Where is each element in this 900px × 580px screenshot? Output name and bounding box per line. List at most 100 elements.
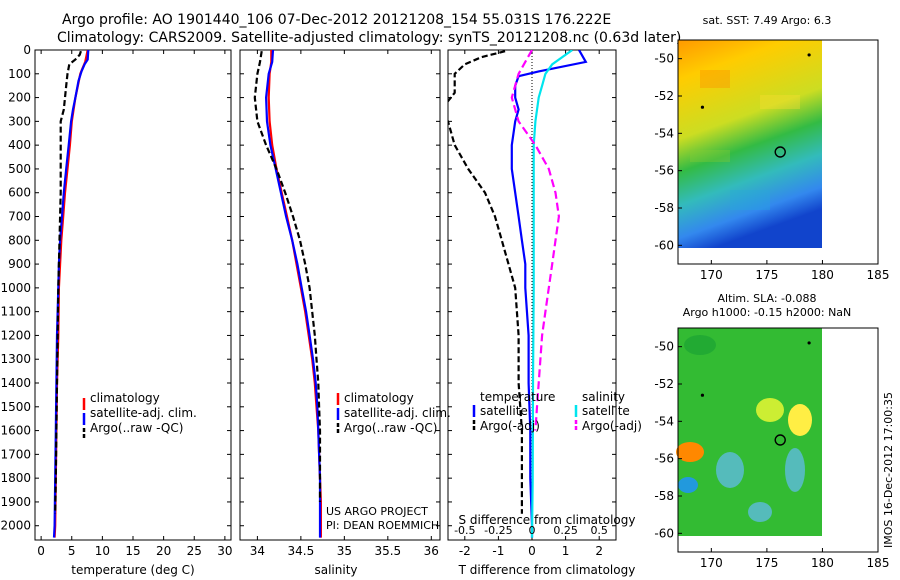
sst-map-title: sat. SST: 7.49 Argo: 6.3 [703,14,832,27]
credit-pi: PI: DEAN ROEMMICH [326,519,439,532]
y-tick-label: 1300 [0,352,31,366]
x2-tick-label: -0.5 [454,524,475,537]
y-tick-label: 1200 [0,328,31,342]
map-y-tick-label: -54 [654,126,674,140]
header-line-2: Climatology: CARS2009. Satellite-adjuste… [57,30,681,46]
y-tick-label: 900 [8,257,31,271]
temperature-xlabel: temperature (deg C) [71,563,194,577]
series-line [530,50,573,538]
x-tick-label: 5 [68,544,76,558]
sla-texture [676,335,812,522]
sla-map-panel: Altim. SLA: -0.088 Argo h1000: -0.15 h20… [654,292,889,570]
y-tick-label: 1000 [0,281,31,295]
legend-label-s-satellite: satellite [582,404,630,418]
x-tick-label: 10 [95,544,110,558]
map-x-tick-label: 175 [755,556,778,570]
sst-texture [690,70,800,210]
x-tick-label: 0 [37,544,45,558]
map-y-tick-label: -56 [654,452,674,466]
sla-map-ticks: 170 175 180 185 -50 -52 -54 -56 -58 -60 [654,340,889,570]
difference-x2label: S difference from climatology [459,513,636,527]
x-tick-label: 20 [156,544,171,558]
y-tick-label: 1800 [0,471,31,485]
header-line-1: Argo profile: AO 1901440_106 07-Dec-2012… [62,12,611,28]
x-tick-label: 34 [250,544,265,558]
series-line [54,50,82,514]
y-tick-label: 200 [8,91,31,105]
legend-title-salinity: salinity [582,390,625,404]
y-tick-label: 1400 [0,376,31,390]
salinity-lines [253,50,322,538]
y-tick-label: 500 [8,162,31,176]
salinity-axes-frame [239,49,441,541]
y-tick-label: 2000 [0,519,31,533]
map-x-tick-label: 185 [867,268,890,282]
legend-label-satellite: satellite-adj. clim. [90,406,197,420]
map-dot [700,105,705,109]
y-tick-label: 100 [8,67,31,81]
map-y-tick-label: -52 [654,89,674,103]
series-line [264,50,322,538]
legend-label-argo: Argo(..raw -QC) [344,421,437,435]
y-tick-label: 400 [8,138,31,152]
y-tick-label: 700 [8,210,31,224]
x-tick-label: 36 [424,544,439,558]
x2-tick-label: -0.25 [484,524,512,537]
legend-title-temperature: temperature [480,390,555,404]
series-line [510,50,561,431]
map-x-tick-label: 180 [811,268,834,282]
temperature-legend: climatology satellite-adj. clim. Argo(..… [82,391,197,440]
x-tick-label: 35 [337,544,352,558]
x-tick-label: 30 [217,544,232,558]
x2-tick-label: 0 [529,524,536,537]
difference-legend: temperature salinity satellite Argo(-adj… [472,390,642,433]
y-tick-label: 1500 [0,400,31,414]
y-tick-label: 800 [8,233,31,247]
credit-project: US ARGO PROJECT [326,505,428,518]
timestamp-stamp: IMOS 16-Dec-2012 17:00:35 [882,392,895,548]
legend-label-t-satellite: satellite [480,404,528,418]
map-y-tick-label: -56 [654,164,674,178]
x-tick-label: 0 [528,544,536,558]
map-y-tick-label: -60 [654,238,674,252]
sst-map-frame [677,39,879,265]
map-y-tick-label: -58 [654,201,674,215]
x-tick-label: -2 [459,544,471,558]
series-line [267,50,322,538]
y-tick-label: 1600 [0,424,31,438]
sla-map-frame [677,327,879,553]
sst-map-markers [700,53,811,158]
legend-label-climatology: climatology [90,391,160,405]
sla-map-title: Altim. SLA: -0.088 [717,292,816,305]
y-tick-label: 1100 [0,305,31,319]
temperature-axes-frame [34,49,232,541]
map-y-tick-label: -60 [654,526,674,540]
x-tick-label: 34.5 [288,544,315,558]
map-y-tick-label: -50 [654,52,674,66]
map-dot [807,53,811,57]
map-x-tick-label: 185 [867,556,890,570]
series-line [448,50,523,514]
y-tick-label: 1900 [0,495,31,509]
legend-label-argo: Argo(..raw -QC) [90,421,183,435]
salinity-legend: climatology satellite-adj. clim. Argo(..… [336,391,451,435]
map-y-tick-label: -58 [654,489,674,503]
legend-label-satellite: satellite-adj. clim. [344,406,451,420]
salinity-panel: 34 34.5 35 35.5 36 salinity climatology sate… [239,49,451,577]
temperature-lines [52,50,90,538]
map-y-tick-label: -50 [654,340,674,354]
salinity-ticks: 34 34.5 35 35.5 36 [240,49,440,558]
map-y-tick-label: -52 [654,377,674,391]
x-tick-label: 1 [562,544,570,558]
y-tick-label: 600 [8,186,31,200]
legend-label-t-argo: Argo(-adj) [480,419,540,433]
sst-map-panel: sat. SST: 7.49 Argo: 6.3 170 175 180 185 -50… [654,14,889,282]
x-tick-label: 35.5 [374,544,401,558]
map-y-tick-label: -54 [654,414,674,428]
salinity-xlabel: salinity [314,563,357,577]
y-tick-label: 0 [23,43,31,57]
series-line [253,51,322,502]
x-tick-label: 25 [187,544,202,558]
difference-xlabel: T difference from climatology [458,563,636,577]
